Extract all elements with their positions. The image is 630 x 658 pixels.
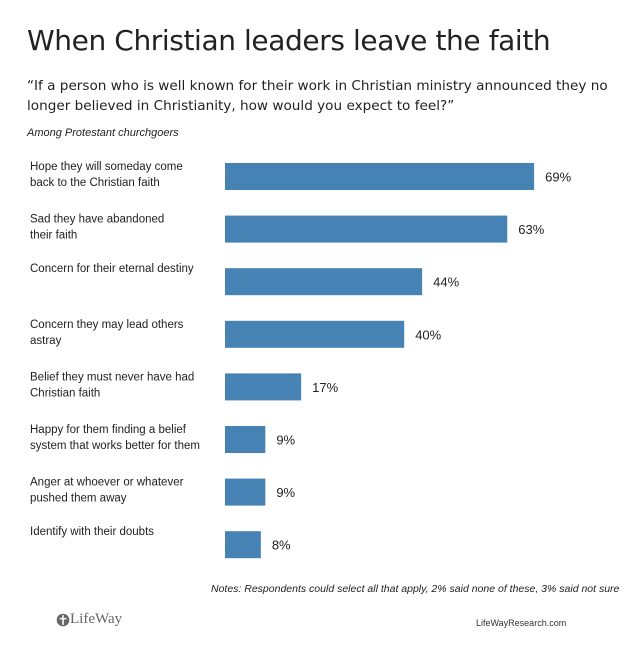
category-label: Concern they may lead others astray (30, 319, 184, 347)
chart-notes: Notes: Respondents could select all that… (211, 583, 620, 595)
bar (225, 320, 405, 348)
value-label: 9% (276, 485, 295, 500)
category-label: Concern for their eternal destiny (30, 263, 194, 275)
category-label: Anger at whoever or whatever pushed them … (30, 477, 184, 505)
bar (225, 215, 508, 243)
value-label: 9% (276, 433, 295, 448)
lifeway-emblem-icon (56, 613, 70, 626)
survey-question: “If a person who is well known for their… (27, 78, 608, 114)
category-label: Hope they will someday come back to the C… (30, 161, 183, 189)
website-url: LifeWayResearch.com (476, 618, 567, 628)
value-label: 69% (545, 170, 571, 185)
bar (225, 163, 535, 190)
value-label: 8% (272, 538, 291, 553)
chart-subtitle: Among Protestant churchgoers (27, 127, 179, 139)
category-label: Sad they have abandoned their faith (30, 214, 164, 242)
bar (225, 531, 261, 559)
value-label: 40% (415, 327, 441, 342)
bar (225, 373, 302, 401)
value-label: 63% (518, 222, 544, 237)
lifeway-logo: LifeWay (56, 611, 122, 628)
chart-title: When Christian leaders leave the faith (27, 24, 551, 57)
category-label: Happy for them finding a belief system th… (30, 424, 200, 452)
bar-chart: Hope they will someday come back to the C… (30, 161, 572, 559)
value-label: 17% (312, 380, 338, 395)
category-label: Belief they must never have had Christian… (30, 371, 194, 399)
category-label: Identify with their doubts (30, 526, 154, 538)
bar (225, 478, 266, 506)
bar (225, 426, 266, 453)
value-label: 44% (433, 275, 459, 290)
logo-wordmark: LifeWay (70, 611, 123, 627)
bar (225, 268, 423, 296)
